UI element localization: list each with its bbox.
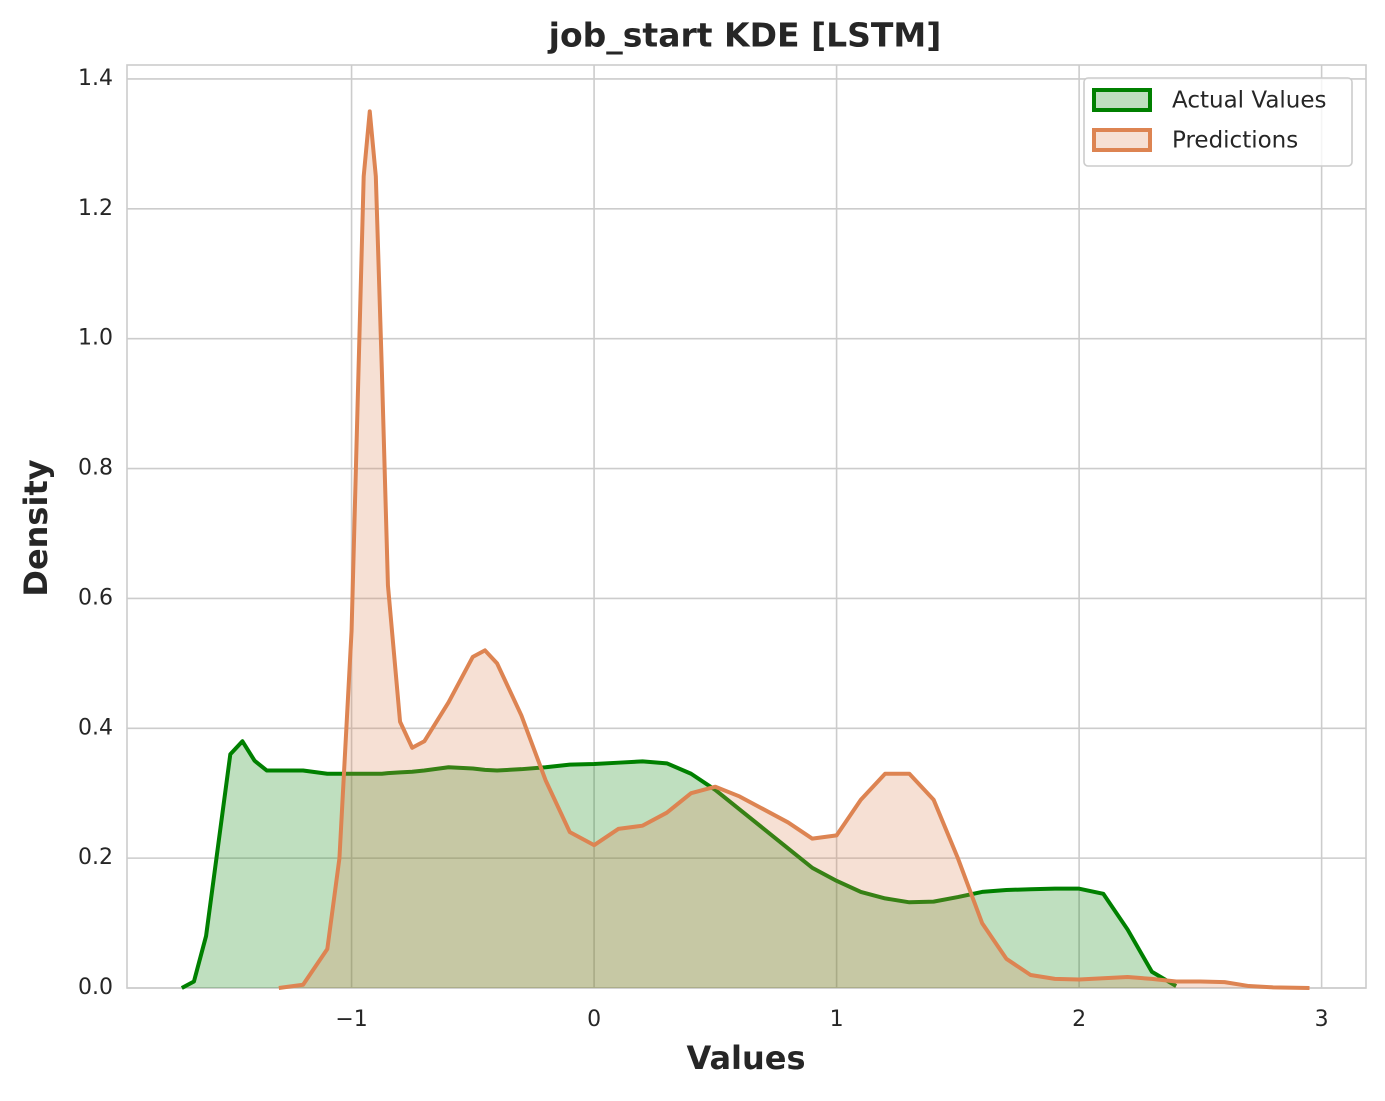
y-tick-label: 1.4: [78, 66, 113, 91]
plot-frame: [126, 64, 1367, 989]
x-tick-label: 3: [1315, 1007, 1329, 1032]
x-tick-label: 1: [830, 1007, 844, 1032]
y-tick-label: 0.2: [78, 845, 113, 870]
legend-label: Actual Values: [1172, 88, 1327, 114]
legend-swatch: [1092, 88, 1152, 112]
x-tick-label: 2: [1072, 1007, 1086, 1032]
density-area: [181, 741, 1177, 988]
x-tick-label: −1: [335, 1007, 367, 1032]
density-line: [278, 109, 1310, 990]
y-tick-label: 0.4: [78, 715, 113, 740]
y-tick-label: 0.8: [78, 456, 113, 481]
y-tick-label: 1.0: [78, 326, 113, 351]
legend-label: Predictions: [1172, 128, 1298, 154]
x-tick-label: 0: [587, 1007, 601, 1032]
y-axis-label: Density: [17, 459, 55, 596]
density-area: [278, 111, 1310, 988]
y-tick-label: 0.0: [78, 975, 113, 1000]
legend: Actual Values Predictions: [1083, 77, 1353, 167]
x-axis-label: Values: [686, 1039, 805, 1077]
chart-title: job_start KDE [LSTM]: [547, 16, 942, 55]
legend-swatch: [1092, 128, 1152, 152]
y-tick-label: 1.2: [78, 196, 113, 221]
density-line: [180, 739, 1178, 990]
y-tick-label: 0.6: [78, 585, 113, 610]
